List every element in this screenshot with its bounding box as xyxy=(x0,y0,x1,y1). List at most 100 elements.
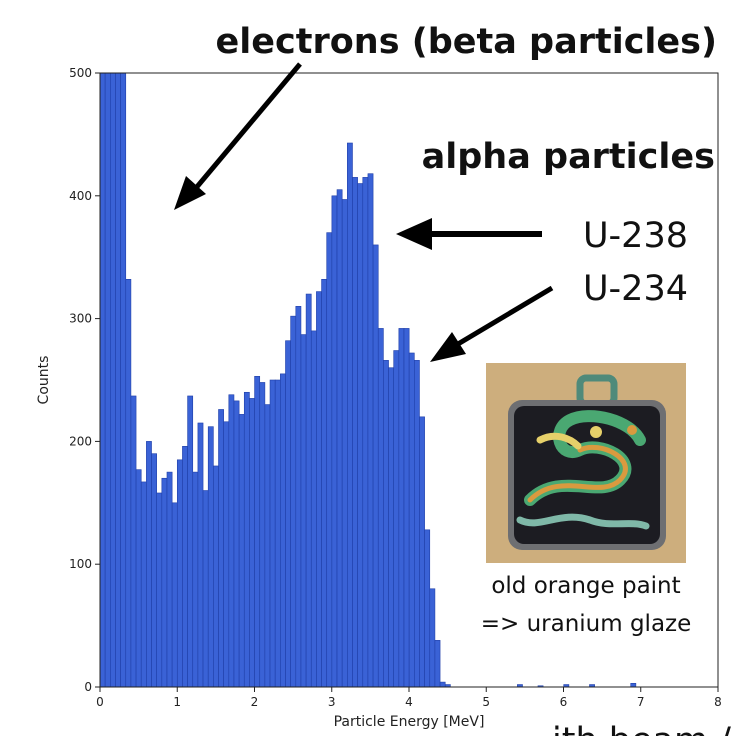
histogram-bar xyxy=(341,199,348,688)
histogram-bar xyxy=(223,421,230,688)
histogram-bar xyxy=(393,350,400,688)
x-tick-label: 3 xyxy=(328,695,336,709)
histogram-bar xyxy=(429,588,436,688)
histogram-bar xyxy=(280,373,286,688)
dragon-pendant-photo xyxy=(486,363,686,563)
x-tick-label: 8 xyxy=(714,695,722,709)
photo-caption-line2: => uranium glaze xyxy=(481,611,692,637)
histogram-bar xyxy=(125,279,132,688)
histogram-bar xyxy=(367,173,374,688)
histogram-bar xyxy=(305,293,312,688)
histogram-bar xyxy=(99,72,106,688)
cut-off-text: ith beam / xyxy=(552,721,731,736)
histogram-bar xyxy=(352,177,358,688)
y-tick-label: 500 xyxy=(69,66,92,80)
histogram-bar xyxy=(630,683,637,688)
x-tick-label: 4 xyxy=(405,695,413,709)
histogram-bar xyxy=(274,379,281,688)
histogram-bar xyxy=(326,232,333,688)
histogram-bar xyxy=(414,360,420,688)
histogram-bar xyxy=(321,279,328,688)
electrons-label: electrons (beta particles) xyxy=(216,22,717,62)
histogram-bar xyxy=(120,72,127,688)
histogram-bar xyxy=(285,340,291,688)
histogram-bar xyxy=(213,465,219,688)
x-tick-label: 0 xyxy=(96,695,104,709)
histogram-bar xyxy=(383,360,389,688)
electrons-arrow xyxy=(174,62,302,210)
y-tick-label: 100 xyxy=(69,557,92,571)
histogram-bar xyxy=(259,382,266,688)
histogram-bar xyxy=(377,328,384,688)
histogram-bar xyxy=(176,459,183,688)
histogram-bar xyxy=(171,502,178,688)
histogram-bar xyxy=(362,177,369,688)
u238-arrow xyxy=(396,218,542,250)
histogram-bar xyxy=(218,409,224,688)
histogram-bar xyxy=(419,416,425,688)
histogram-bar xyxy=(372,244,379,688)
x-tick-label: 5 xyxy=(482,695,490,709)
x-tick-label: 1 xyxy=(173,695,181,709)
u234-arrow xyxy=(430,285,554,362)
histogram-bar xyxy=(192,471,199,688)
x-tick-label: 2 xyxy=(251,695,259,709)
histogram-bar xyxy=(357,183,364,688)
histogram-bar xyxy=(295,306,302,688)
u234-label: U-234 xyxy=(583,269,688,309)
histogram-bar xyxy=(104,72,111,688)
histogram-bar xyxy=(403,328,410,688)
histogram-bar xyxy=(187,395,194,688)
x-tick-label: 7 xyxy=(637,695,645,709)
histogram-bar xyxy=(228,394,235,688)
photo-caption-line1: old orange paint xyxy=(491,573,680,599)
histogram-bar xyxy=(269,379,276,688)
histogram-bar xyxy=(300,334,307,688)
y-tick-label: 300 xyxy=(69,312,92,326)
y-tick-label: 200 xyxy=(69,434,92,448)
histogram-bar xyxy=(243,391,250,688)
histogram-bar xyxy=(140,481,147,688)
histogram-bar xyxy=(161,477,168,688)
histogram-bar xyxy=(151,453,157,688)
y-axis-title: Counts xyxy=(36,356,52,405)
histogram-bar xyxy=(439,681,446,688)
histogram-bar xyxy=(197,422,204,688)
histogram-bar xyxy=(254,376,261,688)
histogram-bar xyxy=(434,640,441,688)
x-ticks: 0 1 2 3 4 5 6 7 8 xyxy=(96,687,722,709)
histogram-bar xyxy=(316,291,322,688)
y-ticks: 0 100 200 300 400 500 xyxy=(69,66,100,694)
histogram-bar xyxy=(146,441,152,688)
histogram-bar xyxy=(182,446,188,688)
histogram-bar xyxy=(290,315,297,688)
histogram-bar xyxy=(135,469,142,688)
histogram-bar xyxy=(388,367,394,688)
histogram-bar xyxy=(156,492,163,688)
histogram-bar xyxy=(408,352,415,688)
x-axis-title: Particle Energy [MeV] xyxy=(334,714,485,730)
histogram-bars xyxy=(99,72,637,688)
histogram-bar xyxy=(424,529,431,688)
histogram-bar xyxy=(110,72,116,688)
histogram-bar xyxy=(398,328,405,688)
histogram-bar xyxy=(130,395,137,688)
y-tick-label: 0 xyxy=(84,680,92,694)
y-tick-label: 400 xyxy=(69,189,92,203)
histogram-bar xyxy=(336,189,343,688)
histogram-bar xyxy=(238,414,245,688)
histogram-bar xyxy=(207,426,214,688)
histogram-bar xyxy=(166,471,173,688)
histogram-bar xyxy=(249,398,255,688)
histogram-bar xyxy=(115,72,121,688)
x-tick-label: 6 xyxy=(560,695,568,709)
alpha-label: alpha particles xyxy=(422,137,715,177)
histogram-bar xyxy=(347,142,353,688)
histogram-bar xyxy=(310,330,317,688)
histogram-bar xyxy=(233,400,240,688)
histogram-bar xyxy=(202,490,209,688)
histogram-bar xyxy=(331,195,338,688)
u238-label: U-238 xyxy=(583,216,688,256)
histogram-bar xyxy=(264,404,271,688)
